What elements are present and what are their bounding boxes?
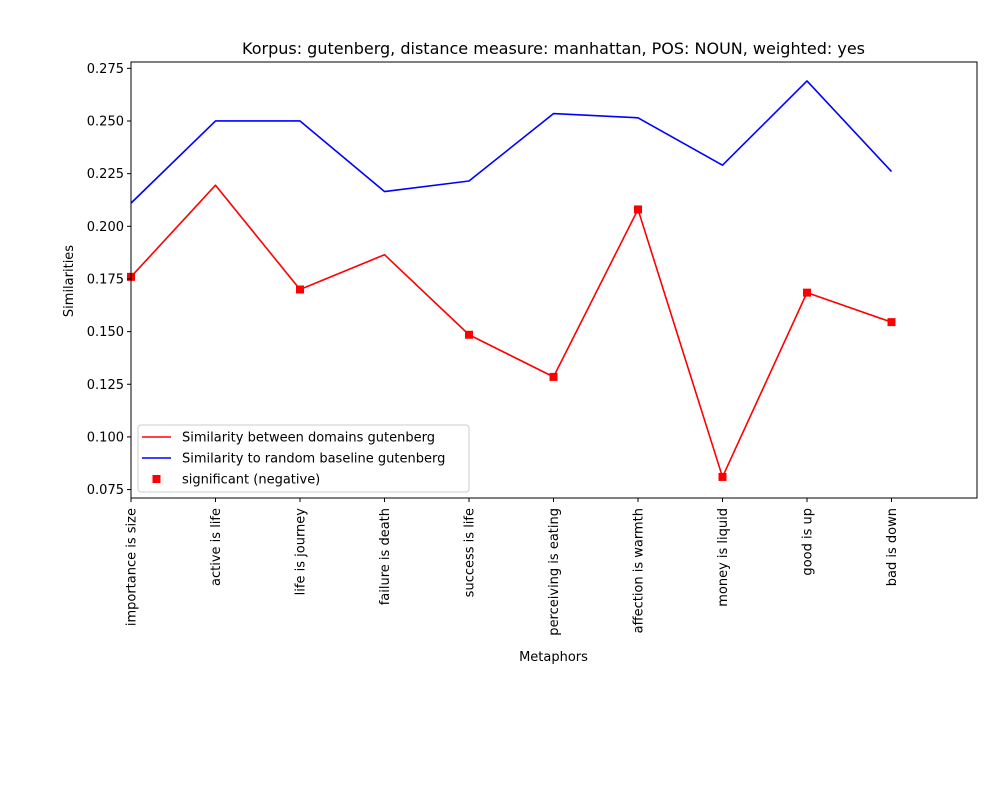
- legend-box: [137, 424, 470, 493]
- x-tick-label: affection is warmth: [632, 508, 647, 633]
- y-tick-label: 0.250: [87, 114, 124, 129]
- significant-marker: [634, 205, 642, 214]
- x-tick-label: failure is death: [378, 508, 393, 605]
- x-axis-label: Metaphors: [519, 650, 588, 665]
- y-tick-label: 0.125: [87, 378, 124, 393]
- plot-area: 0.075 0.100 0.125 0.150 0.175 0.200 0.225 0.250…: [87, 61, 978, 636]
- y-tick-label: 0.200: [87, 220, 124, 235]
- significant-marker: [803, 288, 811, 297]
- x-tick-label: perceiving is eating: [547, 508, 562, 636]
- y-tick-label: 0.175: [87, 272, 124, 287]
- y-tick-label: 0.075: [87, 483, 124, 498]
- legend-entry-label: Similarity to random baseline gutenberg: [182, 452, 445, 467]
- significant-marker: [887, 318, 896, 327]
- x-tick-label: active is life: [209, 508, 224, 586]
- y-axis-label: Similarities: [62, 245, 77, 317]
- y-tick-label: 0.275: [87, 62, 124, 77]
- x-tick-label: bad is down: [885, 508, 900, 586]
- y-tick-label: 0.225: [87, 167, 124, 182]
- series-line-0: [130, 184, 892, 478]
- legend-swatch-marker: [152, 475, 161, 483]
- chart-title: Korpus: gutenberg, distance measure: man…: [242, 39, 865, 58]
- x-tick-label: money is liquid: [716, 508, 731, 607]
- y-tick-label: 0.100: [87, 430, 124, 445]
- legend-entry-label: significant (negative): [182, 473, 320, 488]
- series-line-1: [130, 80, 893, 204]
- significant-marker: [549, 372, 558, 381]
- x-tick-label: good is up: [801, 508, 816, 576]
- x-tick-label: importance is size: [125, 508, 140, 626]
- significant-marker: [465, 330, 473, 339]
- x-tick-label: success is life: [463, 508, 478, 597]
- axes-frame: [130, 61, 978, 499]
- legend: Similarity between domains gutenberg Simi…: [137, 424, 470, 493]
- x-tick-label: life is journey: [294, 508, 309, 596]
- significant-marker: [296, 285, 304, 294]
- significant-marker: [718, 472, 727, 481]
- legend-entry-label: Similarity between domains gutenberg: [182, 431, 435, 446]
- y-tick-label: 0.150: [87, 325, 124, 340]
